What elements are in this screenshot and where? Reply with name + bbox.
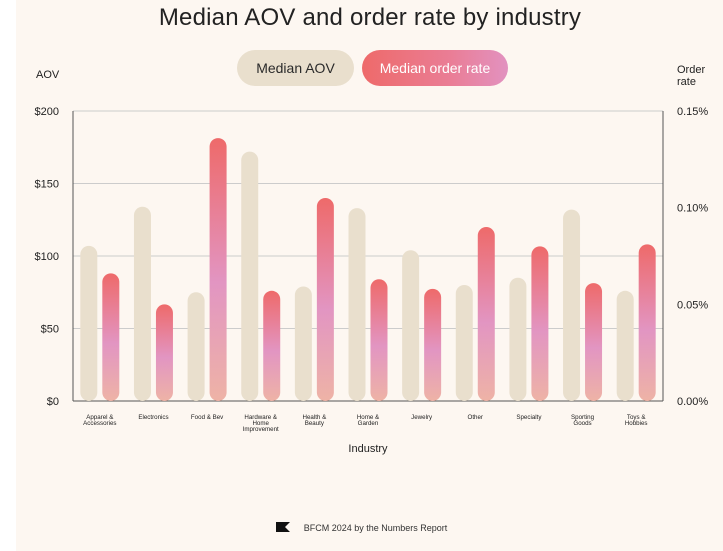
left-axis-title: AOV [36, 69, 60, 81]
aov-bar [509, 277, 527, 401]
aov-bar [563, 209, 581, 401]
x-tick-label: Jewelry [411, 414, 433, 421]
x-tick-label: Electronics [138, 414, 168, 421]
x-tick-label: Food & Bev [191, 414, 224, 421]
order-rate-bar [531, 246, 549, 401]
y-left-tick-label: $0 [47, 396, 59, 408]
order-rate-bar [424, 288, 442, 401]
order-rate-bar [477, 227, 495, 401]
aov-bar [133, 206, 151, 401]
legend-median-aov[interactable]: Median AOV [237, 50, 354, 86]
y-right-tick-label: 0.15% [677, 106, 708, 118]
chart-card [16, 0, 723, 551]
x-tick-label: Apparel & Accessories [83, 414, 116, 427]
x-tick-label: Health & Beauty [302, 414, 327, 427]
aov-bar [80, 245, 98, 401]
x-tick-label: Sporting Goods [571, 414, 595, 427]
order-rate-bar [209, 138, 227, 402]
bar-chart: $0 $50 $100 $150 $200 0.00% 0.05% 0.10% 0.15% App… [35, 106, 709, 455]
right-axis-title: Order rate [677, 64, 705, 88]
aov-bar [348, 208, 366, 401]
aov-bar [616, 290, 634, 401]
aov-bar [294, 286, 312, 401]
order-rate-bar [638, 244, 656, 401]
y-right-tick-label: 0.10% [677, 203, 708, 215]
order-rate-bar [370, 279, 388, 401]
order-rate-bar [155, 304, 173, 401]
y-left-tick-label: $150 [35, 179, 59, 191]
y-right-tick-label: 0.00% [677, 396, 708, 408]
order-rate-bar [316, 198, 334, 401]
x-tick-label: Toys & Hobbies [625, 414, 648, 427]
aov-bar [241, 151, 259, 401]
order-rate-bar [263, 290, 281, 401]
aov-bar [455, 285, 473, 401]
y-right-tick-label: 0.05% [677, 299, 708, 311]
aov-bar [187, 292, 205, 401]
footer-text: BFCM 2024 by the Numbers Report [303, 523, 448, 533]
order-rate-bar [102, 273, 120, 401]
y-left-tick-label: $50 [41, 324, 59, 336]
order-rate-bar [585, 283, 603, 401]
x-tick-label: Specialty [516, 414, 542, 421]
chart-title: Median AOV and order rate by industry [158, 4, 582, 31]
x-axis-title: Industry [348, 443, 388, 455]
flag-icon [275, 522, 290, 534]
y-left-tick-label: $200 [35, 106, 59, 118]
footer: BFCM 2024 by the Numbers Report [0, 522, 723, 534]
right-axis-title-line2: rate [677, 76, 696, 88]
y-left-tick-label: $100 [35, 251, 59, 263]
x-tick-label: Hardware & Home Improvement [243, 414, 279, 433]
right-axis-title-line1: Order [677, 64, 706, 76]
legend-median-order-rate[interactable]: Median order rate [362, 50, 508, 86]
x-tick-label: Other [468, 414, 483, 421]
x-tick-label: Home & Garden [357, 414, 380, 427]
aov-bar [402, 250, 420, 401]
